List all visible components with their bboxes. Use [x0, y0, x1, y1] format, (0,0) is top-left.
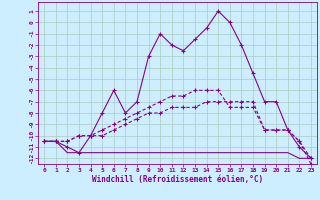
X-axis label: Windchill (Refroidissement éolien,°C): Windchill (Refroidissement éolien,°C): [92, 175, 263, 184]
